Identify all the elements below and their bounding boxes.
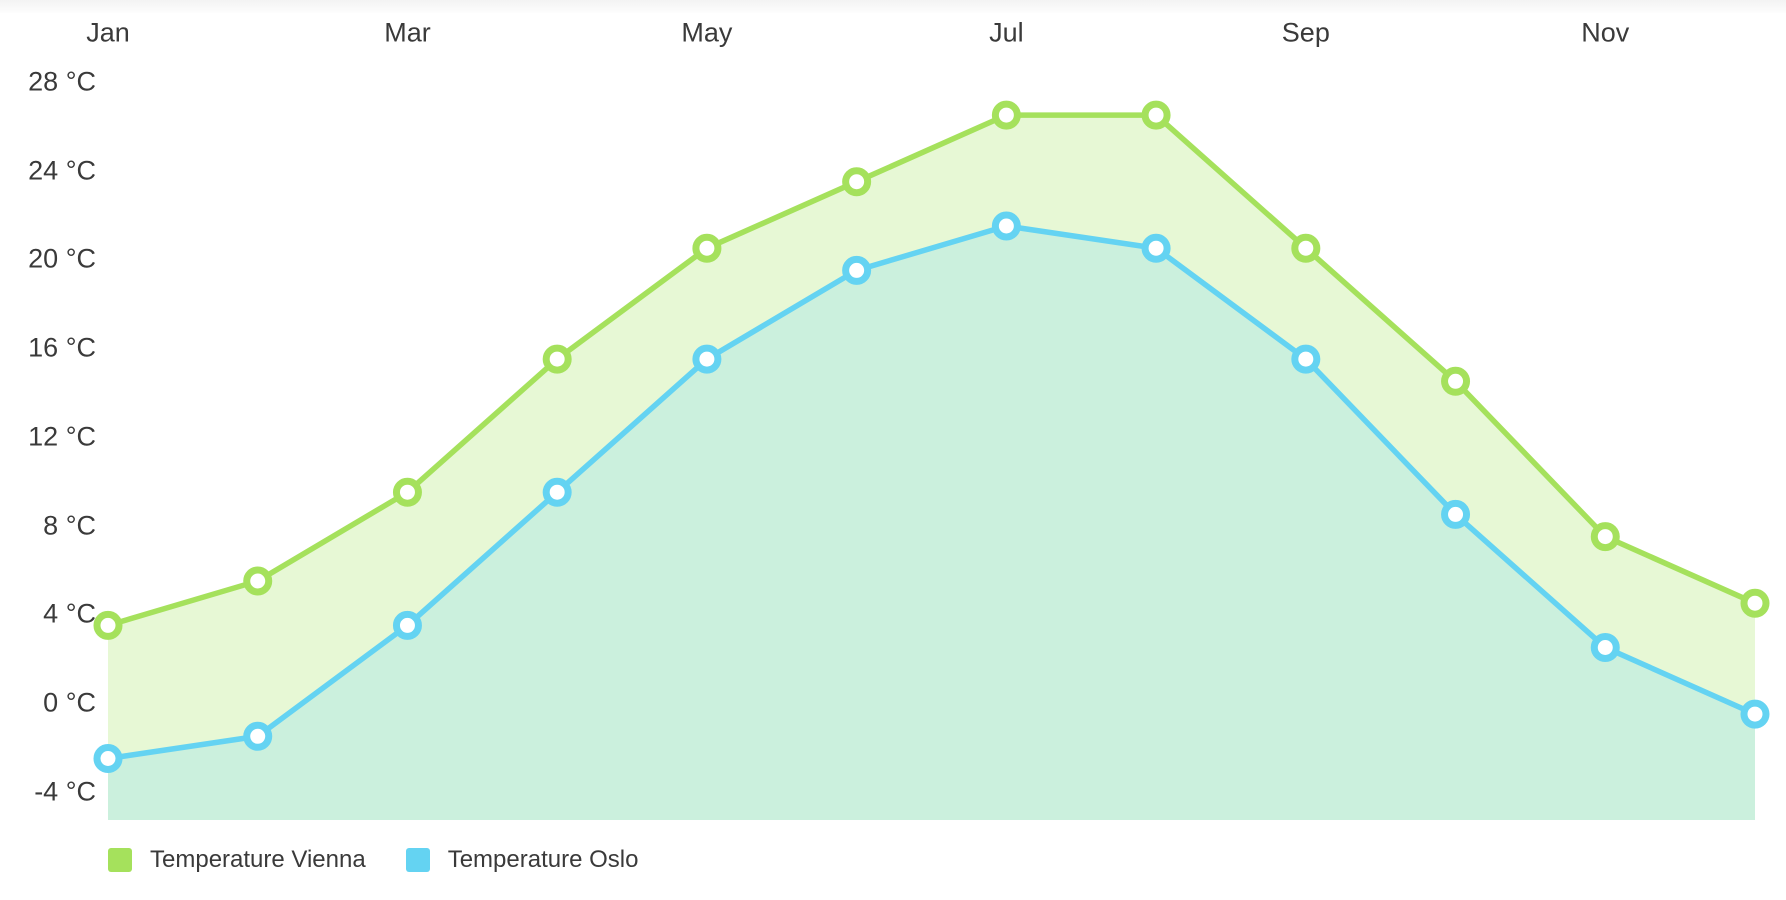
line-temperature-oslo — [105, 223, 1758, 762]
legend-item-temperature-vienna[interactable]: Temperature Vienna — [108, 846, 366, 874]
y-axis-label-24: 24 °C — [28, 155, 96, 186]
marker-temperature-vienna-sep[interactable] — [1291, 233, 1321, 263]
y-axis-label-12: 12 °C — [28, 421, 96, 452]
marker-temperature-vienna-may[interactable] — [692, 233, 722, 263]
marker-temperature-oslo-may[interactable] — [692, 344, 722, 374]
marker-temperature-vienna-jul[interactable] — [991, 100, 1021, 130]
x-axis-label-mar: Mar — [384, 17, 431, 48]
top-edge-shade — [0, 0, 1786, 13]
y-axis-label-16: 16 °C — [28, 332, 96, 363]
legend: Temperature Vienna Temperature Oslo — [108, 846, 638, 874]
y-axis-label-minus-4: -4 °C — [34, 776, 96, 807]
marker-temperature-oslo-nov[interactable] — [1590, 633, 1620, 662]
marker-temperature-vienna-dec[interactable] — [1740, 588, 1770, 618]
legend-swatch-temperature-vienna — [108, 848, 132, 872]
line-temperature-vienna — [105, 112, 1758, 629]
marker-temperature-vienna-aug[interactable] — [1141, 100, 1171, 130]
x-axis-label-may: May — [681, 17, 733, 48]
y-axis-label-0: 0 °C — [43, 687, 96, 718]
marker-temperature-vienna-jun[interactable] — [842, 167, 872, 197]
marker-temperature-oslo-sep[interactable] — [1291, 344, 1321, 374]
legend-label-temperature-vienna: Temperature Vienna — [150, 846, 366, 873]
marker-temperature-oslo-dec[interactable] — [1740, 699, 1770, 729]
marker-temperature-vienna-jan[interactable] — [93, 610, 123, 640]
marker-temperature-oslo-oct[interactable] — [1441, 499, 1471, 529]
marker-temperature-oslo-jul[interactable] — [991, 211, 1021, 241]
marker-temperature-oslo-jun[interactable] — [842, 255, 872, 285]
y-axis-label-4: 4 °C — [43, 598, 96, 629]
marker-temperature-vienna-feb[interactable] — [243, 566, 273, 596]
marker-temperature-vienna-apr[interactable] — [542, 344, 572, 374]
legend-label-temperature-oslo: Temperature Oslo — [447, 846, 639, 873]
x-axis-label-nov: Nov — [1581, 17, 1630, 48]
x-axis-label-jul: Jul — [989, 17, 1024, 48]
x-axis-label-jan: Jan — [86, 17, 130, 48]
marker-temperature-oslo-feb[interactable] — [243, 721, 273, 751]
legend-item-temperature-oslo[interactable]: Temperature Oslo — [405, 846, 639, 874]
area-temperature-oslo — [108, 226, 1755, 820]
marker-temperature-vienna-oct[interactable] — [1441, 366, 1471, 396]
marker-temperature-vienna-nov[interactable] — [1590, 522, 1620, 552]
y-axis-label-28: 28 °C — [28, 66, 96, 97]
marker-temperature-oslo-aug[interactable] — [1141, 233, 1171, 263]
x-axis-label-sep: Sep — [1281, 17, 1330, 48]
y-axis-label-8: 8 °C — [43, 510, 96, 540]
y-axis-label-20: 20 °C — [28, 243, 96, 274]
marker-temperature-oslo-apr[interactable] — [542, 477, 572, 507]
marker-temperature-oslo-mar[interactable] — [392, 610, 422, 640]
marker-temperature-oslo-jan[interactable] — [93, 744, 123, 773]
legend-swatch-temperature-oslo — [405, 848, 430, 872]
marker-temperature-vienna-mar[interactable] — [392, 477, 422, 507]
